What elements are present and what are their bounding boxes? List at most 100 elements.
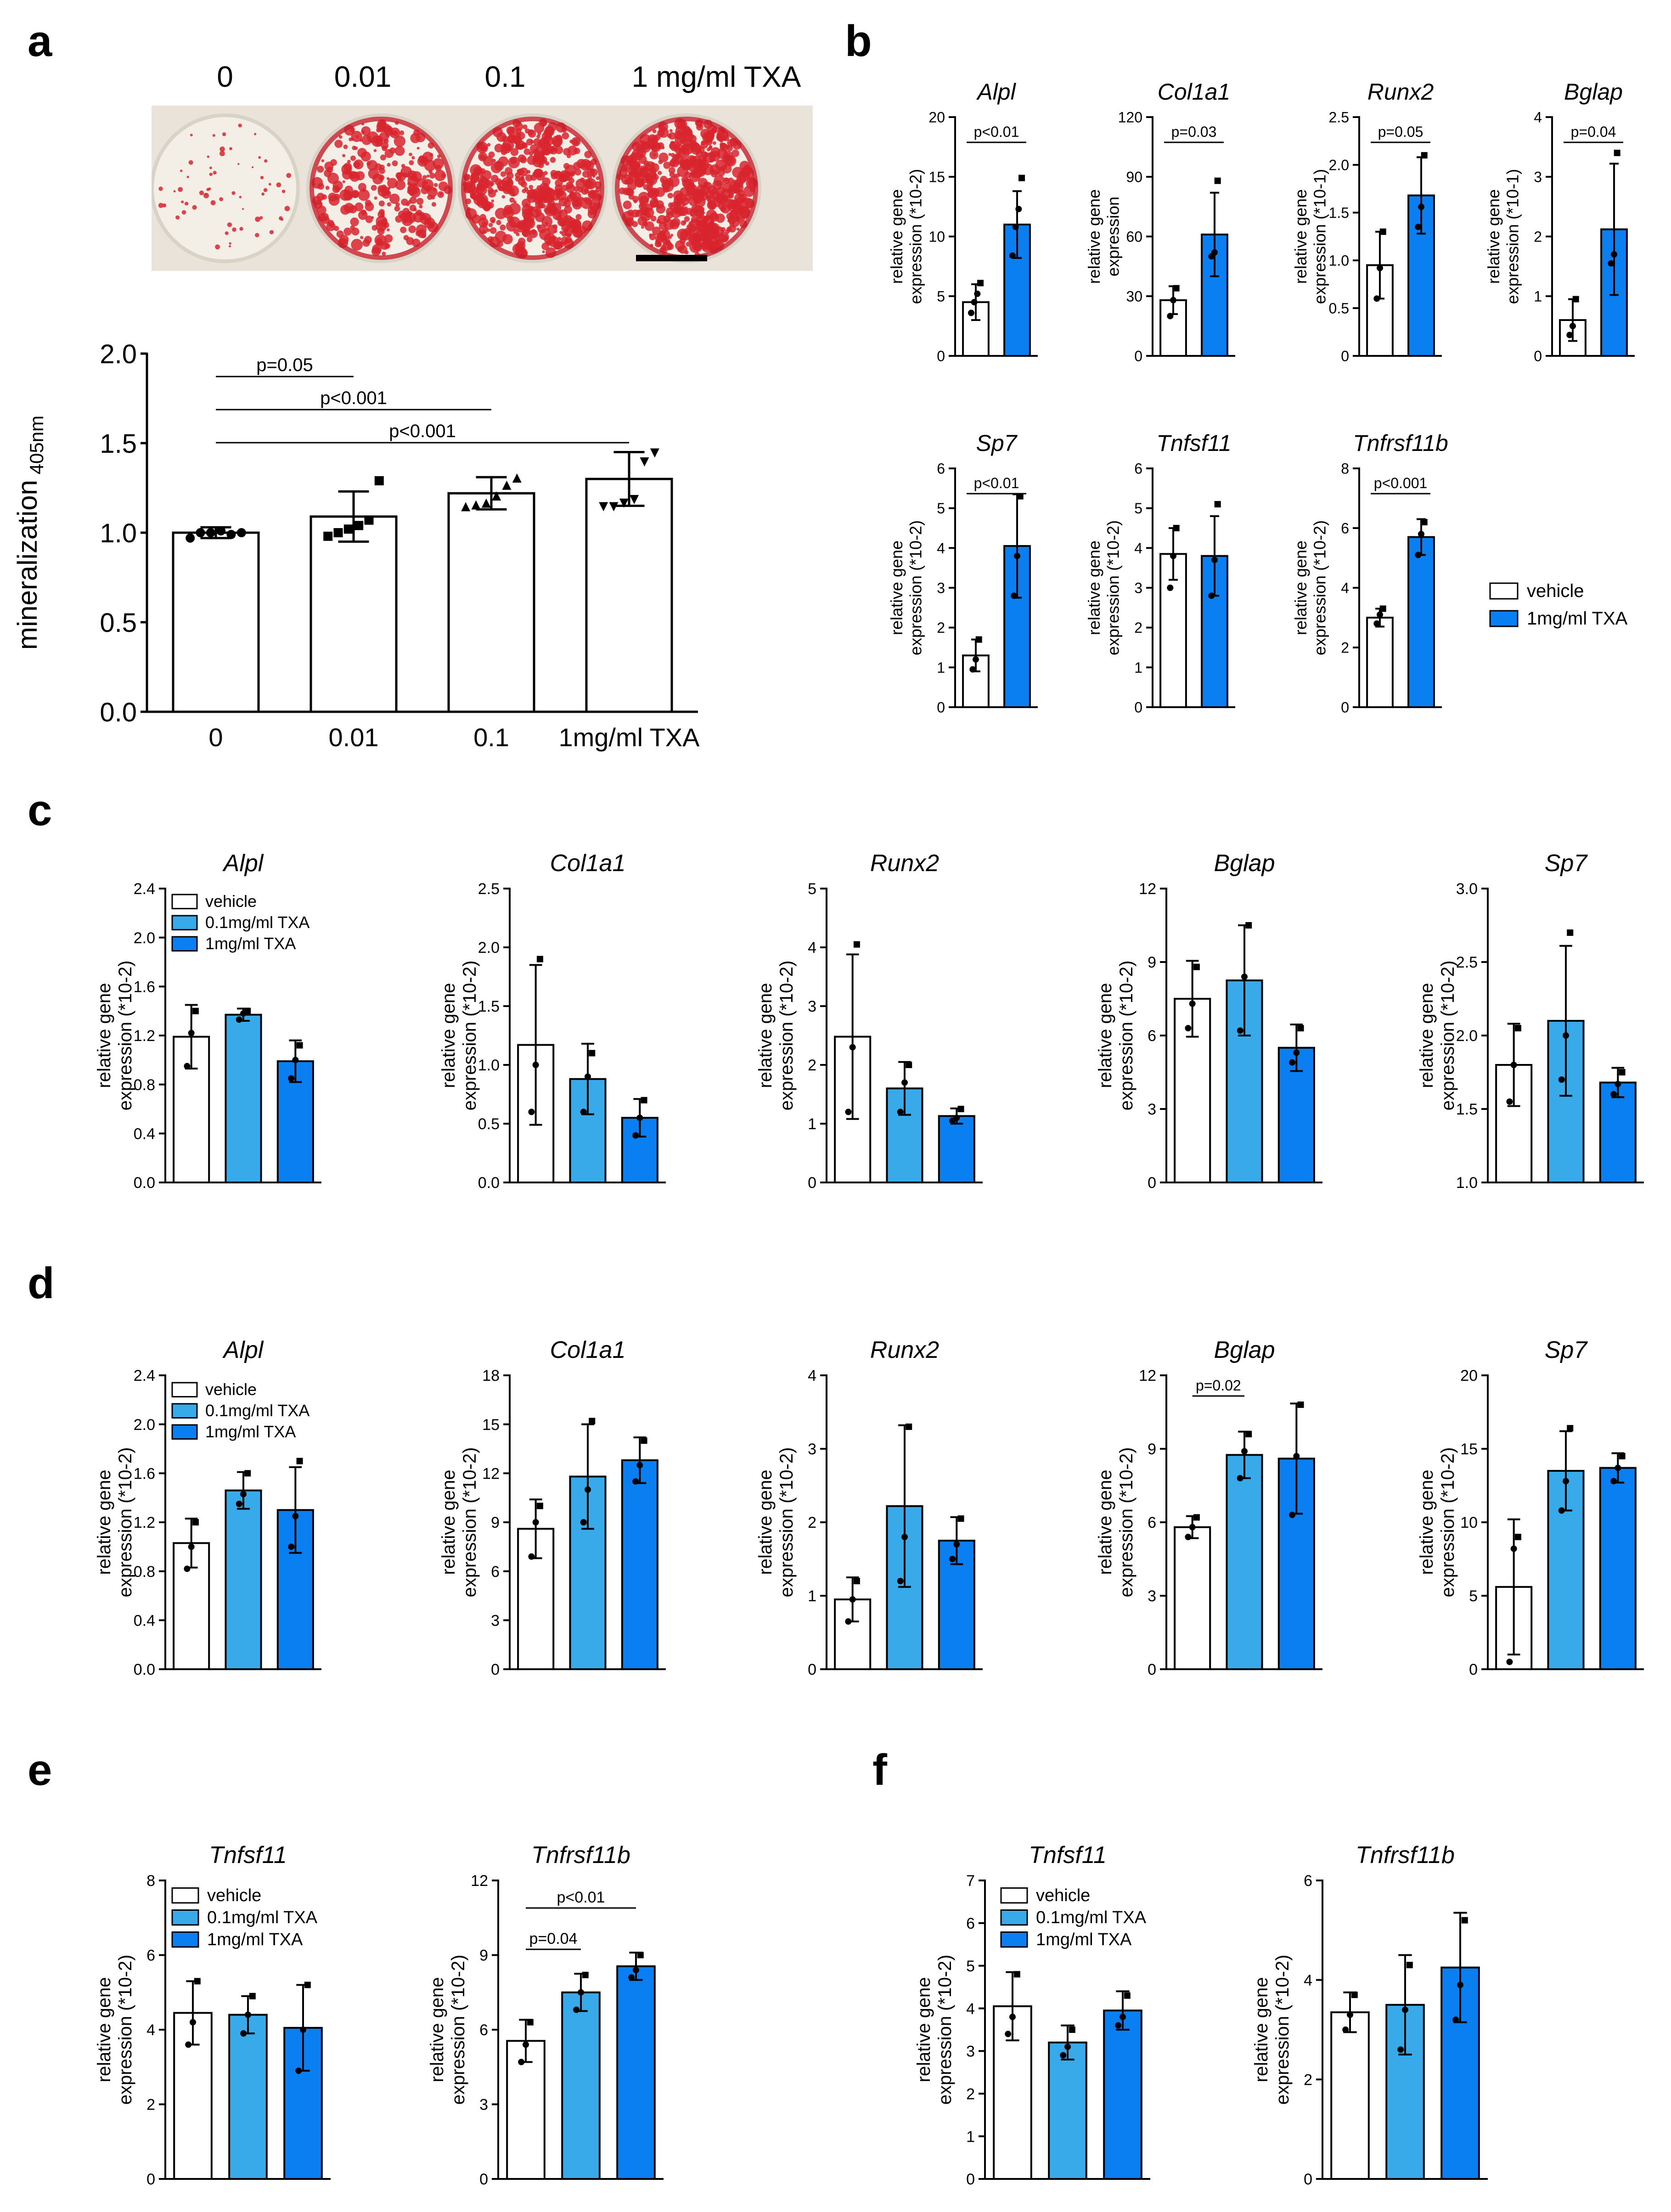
stain-spot [521,142,527,148]
stain-spot [268,183,271,186]
data-point [1297,1401,1304,1408]
y-axis-label-sub: 405nm [26,416,47,480]
x-tick-label: 0.1 [473,723,509,752]
stain-spot [394,146,405,156]
stain-spot [674,130,684,140]
y-tick-label: 9 [1148,954,1156,971]
data-point [1558,1076,1565,1083]
data-point [1064,2043,1071,2050]
data-point [1418,531,1424,537]
stain-spot [555,135,563,142]
data-point [1009,2014,1016,2021]
y-axis-label-line: relative gene [1417,983,1437,1088]
data-point [249,1992,256,1999]
panel-letter-a: a [28,17,52,66]
stain-spot [563,200,571,208]
stain-spot [561,236,569,245]
y-axis-label-line: expression (*10-2) [460,1447,480,1598]
stain-spot [534,123,545,133]
y-axis-label: relative geneexpression (*10-2) [439,1447,480,1598]
y-tick-label: 0 [1341,348,1349,365]
stain-spot [360,151,371,162]
stain-spot [253,133,257,135]
legend-label: 1mg/ml TXA [207,1930,303,1949]
y-axis-label: relative geneexpression (*10-2) [1291,520,1329,655]
stain-spot [426,174,430,178]
stain-spot [690,213,694,217]
stain-spot [387,163,391,167]
stain-spot [559,231,563,234]
bar [1599,1081,1637,1183]
stain-spot [715,213,725,223]
stain-spot [407,200,412,204]
stain-spot [400,226,407,233]
stain-spot [537,140,546,148]
data-point [1379,228,1386,235]
data-point [196,528,205,537]
stain-spot [533,169,542,178]
legend-swatch [1489,582,1519,600]
stain-spot [192,205,197,210]
data-point [292,1513,299,1520]
bar [1547,1470,1585,1670]
stain-spot [562,132,569,140]
data-point [1510,1545,1517,1552]
legend: vehicle 0.1mg/ml TXA 1mg/ml TXA [1000,1886,1147,1949]
y-tick-label: 12 [482,1465,500,1483]
significance-label: p<0.001 [320,388,387,408]
stain-spot [378,200,385,207]
y-tick-label: 0 [1341,699,1349,716]
y-tick-label: 2 [1534,229,1542,245]
y-axis-label: relative geneexpression (*10-2) [94,1955,135,2105]
legend-swatch [171,1424,198,1440]
stain-spot [510,148,519,156]
y-tick-label: 3 [479,2096,488,2114]
stain-spot [416,197,424,205]
bar [1277,1458,1315,1670]
bar [993,2005,1032,2180]
stain-spot [570,220,582,231]
stain-spot [496,220,501,225]
stain-spot [473,166,483,176]
stain-spot [473,194,485,206]
stain-spot [658,221,667,230]
bar [561,1991,601,2180]
stain-spot [433,183,438,187]
y-tick-label: 0 [808,1661,816,1678]
stain-spot [662,241,673,251]
stain-spot [643,184,649,190]
data-point [1115,2022,1122,2029]
data-point [240,1010,247,1017]
data-point [461,502,471,512]
stain-spot [725,155,737,167]
bar [276,1060,314,1183]
data-point [1377,265,1383,271]
data-point [585,1486,591,1493]
stain-spot [491,220,495,224]
stain-spot [710,147,720,157]
chart-title: Tnfrsf11b [1356,1842,1455,1869]
stain-spot [351,130,362,142]
y-tick-label: 0 [1534,348,1542,365]
stain-spot [650,200,658,208]
y-axis-label: relative geneexpression (*10-1) [1291,169,1329,304]
data-point [186,533,195,543]
stain-spot [400,166,412,178]
data-point [1167,585,1174,591]
stain-spot [729,216,740,228]
data-point [236,528,246,537]
y-axis-label: relative geneexpression (*10-2) [1417,1447,1458,1598]
chart-title: Tnfsf11 [209,1842,287,1869]
significance-label: p<0.001 [389,421,456,441]
stain-spot [409,160,414,165]
data-point [977,280,984,287]
stain-spot [213,171,217,175]
stain-spot [367,160,378,171]
stain-spot [425,181,428,185]
stain-spot [342,154,346,158]
data-point [323,531,333,541]
chart-c-Sp7: Sp7 1.0 1.5 2.0 2.5 3.0 relative geneexpressio… [1417,850,1644,1192]
chart-title: Tnfrsf11b [1353,430,1448,456]
stain-spot [431,202,436,207]
stain-spot [532,190,543,201]
